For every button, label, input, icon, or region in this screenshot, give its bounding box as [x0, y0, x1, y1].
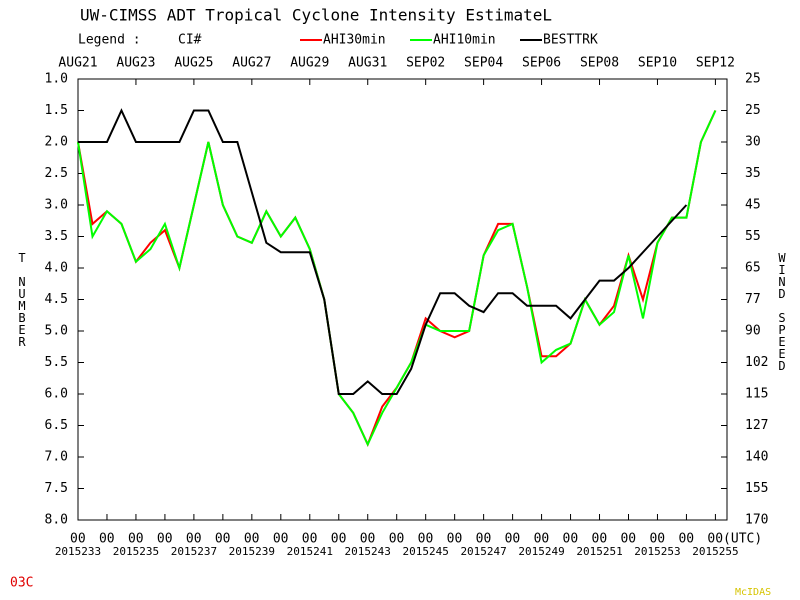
- y-tick-label: 4.0: [45, 261, 68, 276]
- x-tick-label: 00: [360, 532, 376, 547]
- x-tick-label: 00: [389, 532, 405, 547]
- y-tick-label: 6.0: [45, 387, 68, 402]
- y-tick-label: 7.5: [45, 481, 68, 496]
- x-tick-label: 00: [563, 532, 579, 547]
- x-tick-label: 00: [186, 532, 202, 547]
- y2-tick-label: 25: [745, 103, 761, 118]
- y2-tick-label: 77: [745, 292, 761, 307]
- x-tick-label: 00: [678, 532, 694, 547]
- x-top-tick-label: SEP10: [638, 56, 677, 71]
- x-top-tick-label: SEP06: [522, 56, 561, 71]
- x-date-label: 2015241: [287, 545, 333, 558]
- x-date-label: 2015239: [229, 545, 275, 558]
- chart-title: UW-CIMSS ADT Tropical Cyclone Intensity …: [80, 6, 552, 25]
- x-top-tick-label: AUG25: [174, 56, 213, 71]
- plot-frame: [77, 78, 728, 521]
- series-line: [77, 110, 717, 447]
- y2-tick-label: 55: [745, 229, 761, 244]
- x-tick-label: 00: [418, 532, 434, 547]
- x-date-label: 2015235: [113, 545, 159, 558]
- y2-tick-label: 45: [745, 198, 761, 213]
- y2-tick-label: 90: [745, 324, 761, 339]
- x-top-tick-label: SEP02: [406, 56, 445, 71]
- x-top-tick-label: AUG29: [290, 56, 329, 71]
- x-tick-label: 00: [273, 532, 289, 547]
- legend-entry: BESTTRK: [543, 33, 598, 48]
- y2-tick-label: 115: [745, 387, 768, 402]
- y-tick-label: 3.0: [45, 198, 68, 213]
- x-tick-label: 00: [215, 532, 231, 547]
- x-date-label: 2015233: [55, 545, 101, 558]
- y2-tick-label: 25: [745, 72, 761, 87]
- legend-entry: AHI30min: [323, 33, 386, 48]
- x-date-label: 2015245: [402, 545, 448, 558]
- x-tick-label: 00: [302, 532, 318, 547]
- x-tick-label: 00: [99, 532, 115, 547]
- legend-label: Legend :: [78, 33, 141, 48]
- x-tick-label: 00: [620, 532, 636, 547]
- x-tick-label: 00: [244, 532, 260, 547]
- y-tick-label: 8.0: [45, 513, 68, 528]
- x-top-tick-label: AUG31: [348, 56, 387, 71]
- y-tick-label: 7.0: [45, 450, 68, 465]
- x-top-tick-label: SEP04: [464, 56, 503, 71]
- y2-tick-label: 155: [745, 481, 768, 496]
- y-tick-label: 1.0: [45, 72, 68, 87]
- y-tick-label: 2.0: [45, 135, 68, 150]
- y-tick-label: 5.0: [45, 324, 68, 339]
- y-tick-label: 1.5: [45, 103, 68, 118]
- x-tick-label: 00: [157, 532, 173, 547]
- x-date-label: 2015243: [345, 545, 391, 558]
- x-date-label: 2015249: [518, 545, 564, 558]
- storm-id: 03C: [10, 576, 33, 591]
- x-date-label: 2015253: [634, 545, 680, 558]
- legend-quantity: CI#: [178, 33, 202, 48]
- x-top-tick-label: SEP12: [696, 56, 735, 71]
- x-date-label: 2015255: [692, 545, 738, 558]
- x-date-label: 2015251: [576, 545, 622, 558]
- x-tick-label: 00(UTC): [707, 532, 762, 547]
- y-tick-label: 2.5: [45, 166, 68, 181]
- y2-tick-label: 65: [745, 261, 761, 276]
- y2-tick-label: 102: [745, 355, 768, 370]
- y2-tick-label: 127: [745, 418, 768, 433]
- y2-tick-label: 30: [745, 135, 761, 150]
- x-top-tick-label: AUG27: [232, 56, 271, 71]
- x-tick-label: 00: [70, 532, 86, 547]
- x-top-tick-label: AUG21: [58, 56, 97, 71]
- x-top-tick-label: AUG23: [116, 56, 155, 71]
- x-date-label: 2015237: [171, 545, 217, 558]
- y-tick-label: 3.5: [45, 229, 68, 244]
- x-date-label: 2015247: [460, 545, 506, 558]
- y2-tick-label: 170: [745, 513, 768, 528]
- x-tick-label: 00: [331, 532, 347, 547]
- y2-tick-label: 35: [745, 166, 761, 181]
- x-tick-label: 00: [592, 532, 608, 547]
- x-tick-label: 00: [505, 532, 521, 547]
- x-tick-label: 00: [447, 532, 463, 547]
- legend-entry: AHI10min: [433, 33, 496, 48]
- x-tick-label: 00: [534, 532, 550, 547]
- series-line: [78, 108, 688, 395]
- y-tick-label: 6.5: [45, 418, 68, 433]
- x-tick-label: 00: [649, 532, 665, 547]
- y-tick-label: 4.5: [45, 292, 68, 307]
- y-tick-label: 5.5: [45, 355, 68, 370]
- y2-tick-label: 140: [745, 450, 768, 465]
- source-label: McIDAS: [735, 587, 771, 598]
- x-top-tick-label: SEP08: [580, 56, 619, 71]
- x-tick-label: 00: [476, 532, 492, 547]
- x-tick-label: 00: [128, 532, 144, 547]
